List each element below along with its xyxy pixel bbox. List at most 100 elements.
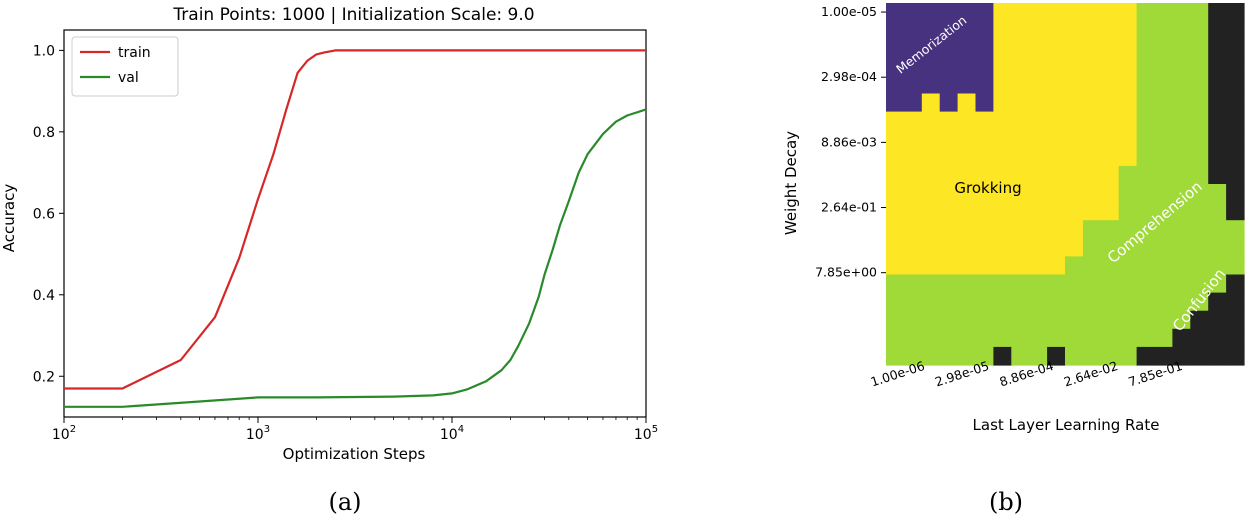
heatmap-cell <box>1065 39 1084 58</box>
heatmap-cell <box>1029 202 1048 221</box>
heatmap-cell <box>939 93 959 113</box>
heatmap-cell <box>1011 274 1030 294</box>
heatmap-cell <box>903 111 923 131</box>
heatmap-cell <box>1190 39 1209 58</box>
heatmap-cell <box>1172 165 1191 185</box>
series-line-val <box>64 108 647 408</box>
heatmap-cell <box>957 256 977 276</box>
heatmap-cell <box>939 274 959 294</box>
heatmap-cell <box>993 39 1012 58</box>
heatmap-cell <box>957 111 977 131</box>
heatmap-cell <box>1065 111 1084 131</box>
heatmap-cell <box>939 220 959 239</box>
heatmap-cell <box>903 256 923 276</box>
heatmap-cell <box>1172 93 1191 113</box>
y-tick-label: 0.4 <box>33 288 55 304</box>
heatmap-cell <box>1190 147 1209 167</box>
heatmap-cell <box>993 328 1012 348</box>
chart-title: Train Points: 1000 | Initialization Scal… <box>172 5 534 25</box>
heatmap-cell <box>975 21 994 40</box>
heatmap-cell <box>1082 202 1102 221</box>
heatmap-cell <box>1082 184 1102 203</box>
heatmap-cell <box>1208 256 1227 276</box>
heatmap-cell <box>886 274 905 294</box>
heatmap-cell <box>975 39 994 58</box>
heatmap-cell <box>1208 274 1227 294</box>
heatmap-cell <box>1082 93 1102 113</box>
heatmap-cell <box>1100 310 1120 330</box>
heatmap-cell <box>1154 310 1173 330</box>
heatmap-cell <box>1100 220 1120 239</box>
heatmap-cell <box>903 220 923 239</box>
heatmap-cell <box>1100 184 1120 203</box>
heatmap-cell <box>1226 292 1245 312</box>
heatmap-cell <box>1011 238 1030 257</box>
heatmap-cell <box>1065 184 1084 203</box>
heatmap-cell <box>993 256 1012 276</box>
heatmap-cell <box>993 184 1012 203</box>
heatmap-cell <box>1082 111 1102 131</box>
heatmap-cell <box>975 3 994 22</box>
heatmap-cell <box>1011 21 1030 40</box>
heatmap-cell <box>1226 75 1245 95</box>
heatmap-cell <box>886 346 905 366</box>
y-axis-label: Weight Decay <box>782 131 800 235</box>
heatmap-cell <box>1190 238 1209 257</box>
heatmap-cell <box>1154 256 1173 276</box>
heatmap-cell <box>1029 310 1048 330</box>
heatmap-cell <box>1047 310 1066 330</box>
heatmap-cell <box>957 202 977 221</box>
heatmap-cell <box>1029 3 1048 22</box>
heatmap-cell <box>921 111 941 131</box>
heatmap-cell <box>1047 147 1066 167</box>
heatmap-cell <box>1208 147 1227 167</box>
heatmap-cell <box>1190 220 1209 239</box>
heatmap-cell <box>993 238 1012 257</box>
heatmap-cell <box>1047 21 1066 40</box>
heatmap-cell <box>1226 220 1245 239</box>
heatmap-cell <box>1118 238 1138 257</box>
heatmap-cell <box>1011 3 1030 22</box>
heatmap-cell <box>1136 274 1156 294</box>
heatmap-cell <box>1082 292 1102 312</box>
heatmap-cell <box>1190 202 1209 221</box>
heatmap-cell <box>921 3 941 22</box>
heatmap-cell <box>1047 202 1066 221</box>
heatmap-cell <box>975 220 994 239</box>
heatmap-cell <box>1118 274 1138 294</box>
heatmap-cell <box>939 238 959 257</box>
heatmap-panel: 1.00e-05 2.98e-04 8.86e-03 2.64e-01 7.85e+00… <box>782 3 1245 516</box>
heatmap-cell <box>1118 256 1138 276</box>
heatmap-cell <box>993 21 1012 40</box>
heatmap-cell <box>993 310 1012 330</box>
heatmap-cell <box>1029 57 1048 76</box>
heatmap-cell <box>903 129 923 149</box>
heatmap-cell <box>1190 274 1209 294</box>
heatmap-cell <box>1011 57 1030 76</box>
heatmap-cell <box>1172 238 1191 257</box>
heatmap-cell <box>975 111 994 131</box>
heatmap-cell <box>993 220 1012 239</box>
heatmap-cell <box>1172 202 1191 221</box>
heatmap-cell <box>1100 202 1120 221</box>
heatmap-cell <box>921 202 941 221</box>
heatmap-cell <box>921 328 941 348</box>
heatmap-cell <box>903 292 923 312</box>
heatmap-cell <box>921 129 941 149</box>
heatmap-cell <box>1118 93 1138 113</box>
heatmap-cell <box>1226 165 1245 185</box>
heatmap-cell <box>975 274 994 294</box>
heatmap-cell <box>1029 274 1048 294</box>
heatmap-cell <box>1136 202 1156 221</box>
heatmap-cell <box>1208 184 1227 203</box>
heatmap-cell <box>1047 220 1066 239</box>
heatmap-cell <box>886 292 905 312</box>
heatmap-cell <box>1172 274 1191 294</box>
heatmap-cell <box>1172 3 1191 22</box>
heatmap-cell <box>1154 93 1173 113</box>
heatmap-cell <box>1065 129 1084 149</box>
heatmap-cell <box>1136 184 1156 203</box>
heatmap-cell <box>1172 292 1191 312</box>
x-axis-label: Optimization Steps <box>283 445 426 463</box>
heatmap-cell <box>1172 39 1191 58</box>
